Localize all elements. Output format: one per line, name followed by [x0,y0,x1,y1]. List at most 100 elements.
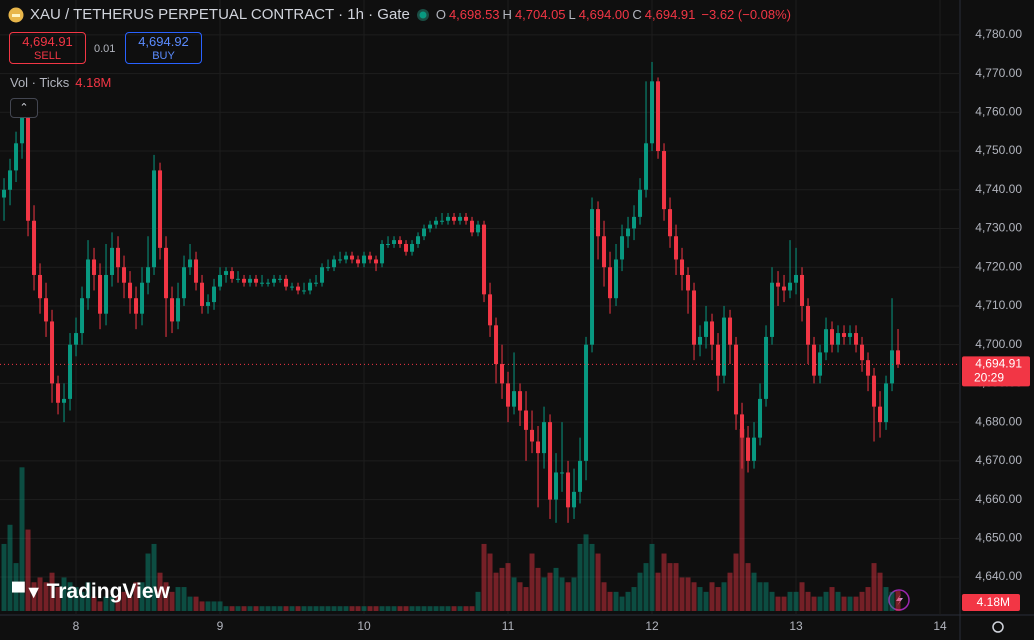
volume-bar [37,577,43,611]
volume-bar [793,591,799,611]
volume-bar [703,591,709,611]
volume-bar [181,587,187,611]
volume-bar [31,582,37,611]
candle-body [332,259,337,268]
candle-body [50,321,55,384]
volume-bar [49,572,55,611]
volume-bar [457,606,463,611]
volume-bar [895,590,901,611]
y-tick-label: 4,770.00 [975,66,1022,80]
candle-body [20,112,25,144]
settings-icon[interactable] [992,621,1004,633]
volume-bar [607,591,613,611]
volume-bar [517,582,523,611]
volume-bar [637,572,643,611]
candle-body [326,267,331,269]
y-tick-label: 4,780.00 [975,27,1022,41]
candle-body [2,189,7,198]
candle-body [314,282,319,284]
volume-bar [775,596,781,611]
candle-body [14,143,19,171]
volume-bar [229,606,235,611]
candle-body [548,422,553,500]
candle-body [476,224,481,233]
volume-bar [865,587,871,611]
candle-body [74,333,79,345]
volume-legend: Vol · Ticks 4.18M [10,75,111,90]
candle-body [206,302,211,306]
y-tick-label: 4,680.00 [975,414,1022,428]
candle-body [8,170,13,190]
candle-body [98,274,103,314]
candle-body [128,282,133,299]
y-tick-label: 4,740.00 [975,182,1022,196]
lightning-icon[interactable] [888,589,910,611]
volume-value-label: 4.18M [977,595,1010,609]
volume-bar [691,582,697,611]
candle-body [584,344,589,461]
candle-body [248,278,253,283]
candle-body [854,333,859,345]
volume-bar [433,606,439,611]
sell-price: 4,694.91 [22,34,73,49]
volume-bar [415,606,421,611]
candle-body [638,189,643,217]
last-price-box [962,356,1030,387]
collapse-button[interactable]: ⌃ [10,98,38,118]
change: −3.62 (−0.08%) [701,7,792,22]
candle-body [512,391,517,407]
volume-bar [697,587,703,611]
candle-body [194,259,199,283]
volume-bar [427,606,433,611]
volume-bar [397,606,403,611]
candle-body [392,240,397,244]
volume-bar [721,582,727,611]
candle-body [344,255,349,260]
symbol-title[interactable]: XAU / TETHERUS PERPETUAL CONTRACT · 1h ·… [30,6,410,23]
candle-body [782,286,787,291]
candle-body [734,344,739,415]
buy-button[interactable]: 4,694.92 BUY [125,32,202,64]
volume-bar [325,606,331,611]
volume-bar [205,601,211,611]
volume-bar [547,572,553,611]
volume-bar [733,553,739,611]
candle-body [506,383,511,407]
candle-body [284,278,289,287]
candle-body [398,240,403,244]
volume-bar [109,596,115,611]
candle-body [158,170,163,248]
volume-bar [313,606,319,611]
volume-bar [871,563,877,611]
countdown: 20:29 [974,371,1004,385]
volume-bar [619,596,625,611]
candle-body [170,298,175,322]
candle-body [842,333,847,337]
volume-bar [667,563,673,611]
candle-body [524,410,529,430]
x-tick-label: 8 [73,619,80,633]
candle-body [656,81,661,152]
lightning-glyph [896,594,903,606]
volume-bar [403,606,409,611]
volume-value: 4.18M [75,75,112,90]
volume-bar [601,582,607,611]
volume-bar [421,606,427,611]
volume-bar [379,606,385,611]
candle-body [224,271,229,275]
ohlc-value: 4,694.00 [578,7,630,22]
volume-bar [859,591,865,611]
volume-bar [331,606,337,611]
volume-bar [847,596,853,611]
candle-body [116,247,121,268]
volume-bar [241,606,247,611]
y-tick-label: 4,640.00 [975,569,1022,583]
candle-body [884,383,889,423]
candle-body [356,259,361,264]
sell-button[interactable]: 4,694.91 SELL [9,32,86,64]
candle-body [404,243,409,252]
logo-text: TradingView [46,580,170,603]
ohlc-key: L [568,7,576,22]
candle-body [410,243,415,252]
